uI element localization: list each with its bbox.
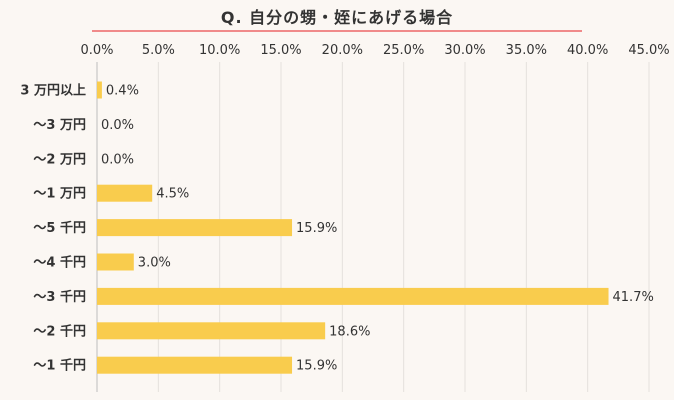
value-label: 0.4%: [106, 84, 139, 99]
x-tick-label: 20.0%: [322, 43, 363, 58]
x-tick-label: 5.0%: [142, 43, 175, 58]
category-label: 〜3 万円: [33, 118, 86, 133]
x-tick-label: 45.0%: [628, 43, 669, 58]
bar: [97, 322, 326, 340]
title-underline: [92, 30, 582, 32]
value-label: 41.7%: [613, 290, 654, 305]
chart-title: Q. 自分の甥・姪にあげる場合: [220, 8, 454, 27]
bar: [97, 287, 609, 305]
category-label: 〜1 万円: [33, 187, 86, 202]
category-label: 〜1 千円: [33, 358, 86, 374]
bar: [97, 184, 153, 202]
x-tick-label: 0.0%: [80, 43, 113, 58]
bar: [97, 81, 102, 99]
category-label: 〜3 千円: [33, 289, 86, 305]
value-label: 3.0%: [138, 256, 171, 271]
value-label: 4.5%: [156, 187, 189, 202]
category-label: 〜4 千円: [33, 255, 86, 271]
value-label: 0.0%: [101, 118, 134, 133]
category-label: 3 万円以上: [20, 84, 86, 99]
bar: [97, 253, 134, 271]
value-label: 0.0%: [101, 152, 134, 167]
value-label: 18.6%: [329, 324, 370, 339]
x-tick-label: 15.0%: [260, 43, 301, 58]
category-label: 〜2 千円: [33, 323, 86, 339]
category-label: 〜2 万円: [33, 152, 86, 167]
chart-title-wrap: Q. 自分の甥・姪にあげる場合: [0, 0, 674, 34]
bar: [97, 219, 293, 237]
category-label: 〜5 千円: [33, 220, 86, 236]
value-label: 15.9%: [296, 221, 337, 236]
x-tick-label: 10.0%: [199, 43, 240, 58]
x-tick-label: 30.0%: [444, 43, 485, 58]
x-tick-label: 35.0%: [506, 43, 547, 58]
x-tick-label: 25.0%: [383, 43, 424, 58]
x-tick-label: 40.0%: [567, 43, 608, 58]
value-label: 15.9%: [296, 359, 337, 374]
bar: [97, 356, 293, 374]
